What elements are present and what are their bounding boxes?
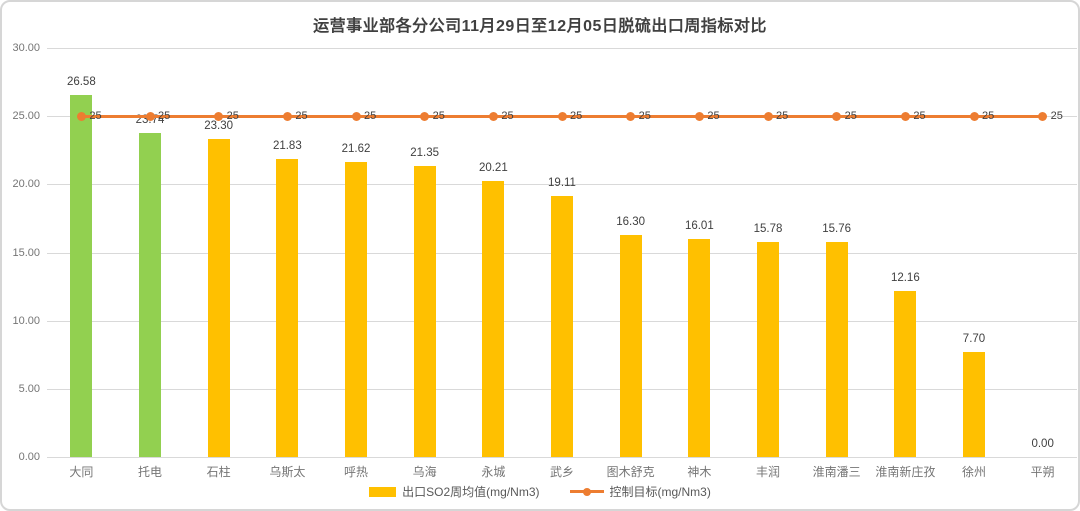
bar: [757, 241, 779, 457]
target-value-label: 25: [844, 109, 857, 122]
x-axis-label: 呼热: [343, 465, 368, 479]
x-axis-label: 图木舒克: [606, 465, 655, 479]
legend: 出口SO2周均值(mg/Nm3) 控制目标(mg/Nm3): [2, 483, 1078, 500]
bar-value-label: 20.21: [478, 162, 508, 175]
x-axis-label: 徐州: [961, 465, 986, 479]
target-marker-icon: [1038, 111, 1048, 121]
bar: [139, 133, 161, 457]
bar-value-label: 23.30: [204, 120, 234, 133]
x-axis-label: 丰润: [755, 465, 780, 479]
x-axis-label: 武乡: [549, 465, 574, 479]
target-marker-icon: [145, 111, 155, 121]
line-swatch-icon: [569, 487, 604, 496]
x-axis-label: 永城: [481, 465, 506, 479]
target-value-label: 25: [1050, 109, 1063, 122]
y-axis-label: 20.00: [12, 178, 40, 191]
target-marker-icon: [282, 111, 292, 121]
bar-value-label: 21.62: [341, 143, 371, 156]
bar-value-label: 16.01: [684, 219, 714, 232]
legend-label: 控制目标(mg/Nm3): [609, 485, 711, 499]
bar: [551, 196, 573, 457]
gridline: [47, 457, 1077, 458]
target-value-label: 25: [913, 109, 926, 122]
y-axis-label: 25.00: [12, 110, 40, 123]
x-axis-label: 石柱: [206, 465, 231, 479]
legend-item-target-line: 控制目标(mg/Nm3): [569, 483, 711, 500]
target-value-label: 25: [776, 109, 789, 122]
target-value-label: 25: [501, 109, 514, 122]
bar-value-label: 7.70: [962, 333, 986, 346]
x-axis-label: 乌斯太: [269, 465, 306, 479]
target-marker-icon: [214, 111, 224, 121]
target-marker-icon: [763, 111, 773, 121]
bar: [207, 139, 230, 457]
x-axis-label: 淮南新庄孜: [875, 465, 936, 479]
bar: [482, 181, 505, 457]
target-marker-icon: [420, 111, 430, 121]
target-marker-icon: [969, 111, 979, 121]
target-marker-icon: [626, 111, 636, 121]
bar-value-label: 15.78: [753, 222, 783, 235]
target-value-label: 25: [638, 109, 651, 122]
x-axis-label: 淮南潘三: [812, 465, 861, 479]
x-axis-label: 托电: [137, 465, 162, 479]
y-axis-label: 5.00: [18, 382, 40, 395]
bar: [619, 234, 642, 457]
gridline: [47, 48, 1077, 49]
bar: [894, 291, 917, 457]
target-marker-icon: [832, 111, 842, 121]
target-value-label: 25: [89, 109, 102, 122]
x-axis-label: 大同: [69, 465, 94, 479]
y-axis-label: 15.00: [12, 246, 40, 259]
bar-value-label: 0.00: [1031, 438, 1054, 450]
target-value-label: 25: [295, 109, 308, 122]
y-axis-label: 0.00: [18, 451, 40, 463]
bar: [70, 94, 93, 457]
target-marker-icon: [488, 111, 498, 121]
target-value-label: 25: [570, 109, 583, 122]
bar: [688, 238, 711, 457]
target-value-label: 25: [364, 109, 377, 122]
bar-value-label: 21.83: [272, 140, 302, 153]
legend-label: 出口SO2周均值(mg/Nm3): [402, 485, 540, 499]
x-axis-label: 平朔: [1030, 465, 1055, 479]
target-marker-icon: [694, 111, 704, 121]
bar-value-label: 26.58: [66, 75, 96, 88]
x-axis-label: 神木: [687, 465, 712, 479]
y-axis-label: 10.00: [12, 314, 40, 327]
bar-value-label: 15.76: [822, 223, 852, 236]
target-value-label: 25: [982, 109, 995, 122]
bar: [413, 165, 436, 457]
target-value-label: 25: [432, 109, 445, 122]
bar: [345, 162, 367, 457]
bar-value-label: 21.35: [410, 146, 440, 159]
y-axis-label: 30.00: [12, 42, 40, 54]
bar-value-label: 12.16: [890, 272, 920, 285]
bar-value-label: 19.11: [548, 177, 576, 190]
bar: [825, 242, 848, 457]
target-value-label: 25: [158, 109, 171, 122]
target-value-label: 25: [226, 109, 239, 122]
gridline: [47, 184, 1077, 186]
legend-item-so2-bars: 出口SO2周均值(mg/Nm3): [369, 483, 540, 500]
x-axis-label: 乌海: [412, 465, 437, 479]
bar: [963, 352, 985, 457]
bar: [276, 159, 299, 457]
target-marker-icon: [900, 111, 910, 121]
target-marker-icon: [351, 111, 361, 121]
bar-value-label: 16.30: [616, 215, 646, 228]
bar-swatch-icon: [369, 486, 397, 497]
target-marker-icon: [557, 111, 567, 121]
target-marker-icon: [76, 111, 86, 121]
target-value-label: 25: [707, 109, 720, 122]
chart-title: 运营事业部各分公司11月29日至12月05日脱硫出口周指标对比: [313, 18, 767, 35]
